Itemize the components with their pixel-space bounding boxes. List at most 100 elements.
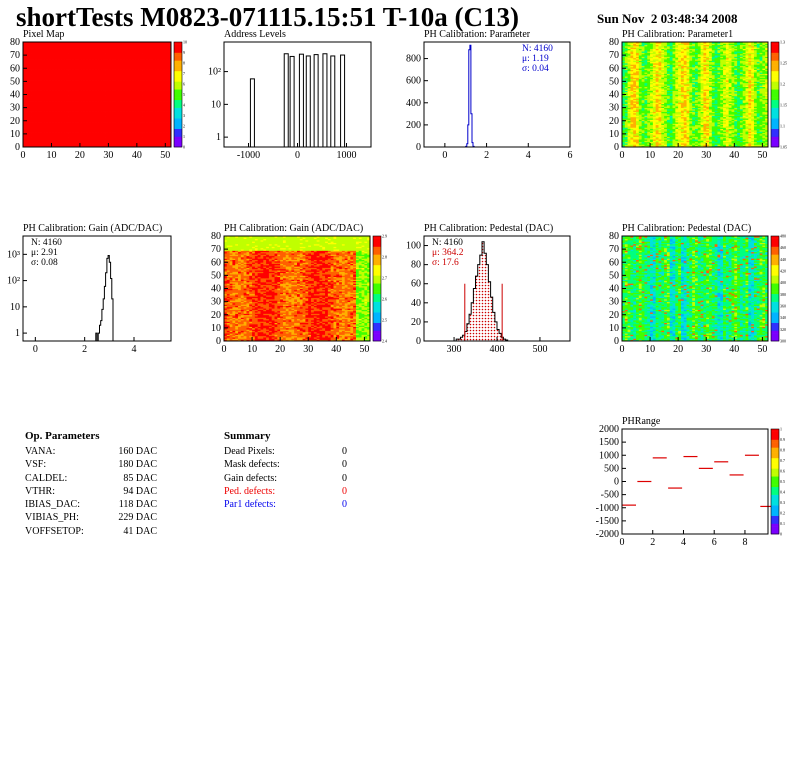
heatmap-cell: [630, 45, 634, 48]
heatmap-cell: [168, 77, 172, 80]
heatmap-cell: [119, 97, 124, 99]
heatmap-cell: [71, 72, 75, 74]
heatmap-cell: [151, 52, 155, 55]
heatmap-cell: [91, 89, 95, 91]
heatmap-cell: [31, 118, 35, 120]
heatmap-cell: [131, 53, 135, 56]
heatmap-cell: [131, 66, 135, 69]
heatmap-cell: [23, 82, 27, 85]
heatmap-cell: [633, 77, 637, 80]
heatmap-cell: [156, 106, 161, 109]
heatmap-cell: [31, 107, 35, 110]
heatmap-cell: [57, 105, 61, 107]
heatmap-cell: [65, 56, 69, 59]
heatmap-cell: [633, 135, 637, 137]
heatmap-cell: [114, 64, 118, 67]
plot-area: [622, 42, 769, 148]
heatmap-cell: [134, 119, 138, 122]
heatmap-cell: [25, 89, 30, 91]
heatmap-cell: [116, 45, 121, 48]
heatmap-cell: [159, 115, 163, 118]
heatmap-cell: [165, 87, 169, 90]
heatmap-cell: [91, 123, 95, 126]
heatmap-cell: [139, 42, 143, 44]
heatmap-cell: [134, 122, 138, 124]
heatmap-cell: [57, 73, 61, 76]
heatmap-cell: [94, 76, 98, 78]
heatmap-cell: [62, 44, 67, 47]
heatmap-cell: [97, 136, 101, 139]
heatmap-cell: [77, 103, 81, 106]
heatmap-cell: [54, 82, 58, 85]
heatmap-cell: [51, 127, 55, 130]
heatmap-cell: [40, 107, 44, 110]
heatmap-cell: [159, 106, 163, 109]
heatmap-cell: [165, 118, 169, 120]
heatmap-cell: [114, 112, 118, 115]
heatmap-cell: [105, 139, 109, 141]
heatmap-cell: [159, 136, 163, 139]
heatmap-cell: [162, 91, 166, 94]
heatmap-cell: [88, 131, 92, 133]
heatmap-cell: [122, 81, 126, 84]
heatmap-cell: [54, 51, 58, 53]
heatmap-cell: [45, 49, 50, 52]
heatmap-cell: [644, 91, 648, 94]
heatmap-cell: [97, 72, 101, 74]
heatmap-cell: [156, 78, 161, 81]
heatmap-cell: [23, 64, 27, 67]
heatmap-cell: [77, 45, 81, 48]
heatmap-cell: [636, 114, 640, 116]
heatmap-cell: [145, 64, 149, 67]
heatmap-cell: [45, 60, 50, 63]
heatmap-cell: [627, 59, 631, 61]
heatmap-cell: [142, 94, 146, 97]
heatmap-cell: [125, 135, 129, 137]
heatmap-cell: [71, 119, 75, 122]
heatmap-cell: [162, 86, 166, 89]
heatmap-cell: [28, 55, 32, 57]
heatmap-cell: [40, 68, 44, 70]
heatmap-cell: [142, 90, 146, 93]
heatmap-cell: [77, 129, 81, 132]
heatmap-cell: [148, 128, 152, 131]
heatmap-cell: [74, 119, 78, 122]
heatmap-cell: [622, 51, 626, 53]
heatmap-cell: [79, 97, 84, 99]
heatmap-cell: [128, 63, 132, 65]
heatmap-cell: [139, 101, 143, 103]
heatmap-cell: [71, 55, 75, 57]
heatmap-cell: [37, 129, 41, 132]
heatmap-cell: [125, 94, 129, 97]
heatmap-cell: [23, 70, 27, 73]
heatmap-cell: [40, 131, 44, 133]
heatmap-cell: [122, 106, 126, 109]
heatmap-cell: [23, 122, 27, 124]
heatmap-cell: [99, 63, 104, 65]
heatmap-cell: [74, 78, 78, 81]
heatmap-cell: [641, 69, 645, 72]
heatmap-cell: [641, 141, 645, 144]
heatmap-cell: [28, 110, 32, 112]
heatmap-cell: [151, 124, 155, 127]
heatmap-cell: [71, 91, 75, 94]
heatmap-cell: [94, 86, 98, 89]
heatmap-cell: [624, 119, 629, 122]
heatmap-cell: [25, 59, 30, 61]
heatmap-cell: [82, 43, 87, 46]
heatmap-cell: [71, 120, 75, 123]
plot-area: [464, 44, 477, 148]
heatmap-cell: [122, 64, 126, 67]
heatmap-cell: [42, 70, 47, 73]
heatmap-cell: [148, 90, 152, 93]
heatmap-cell: [82, 116, 87, 119]
heatmap-cell: [151, 85, 155, 88]
heatmap-cell: [28, 65, 32, 68]
heatmap-cell: [630, 49, 634, 52]
heatmap-cell: [51, 66, 55, 69]
heatmap-cell: [116, 51, 121, 53]
heatmap-cell: [162, 47, 166, 49]
heatmap-cell: [636, 143, 640, 145]
heatmap-cell: [65, 120, 69, 123]
heatmap-cell: [74, 120, 78, 123]
